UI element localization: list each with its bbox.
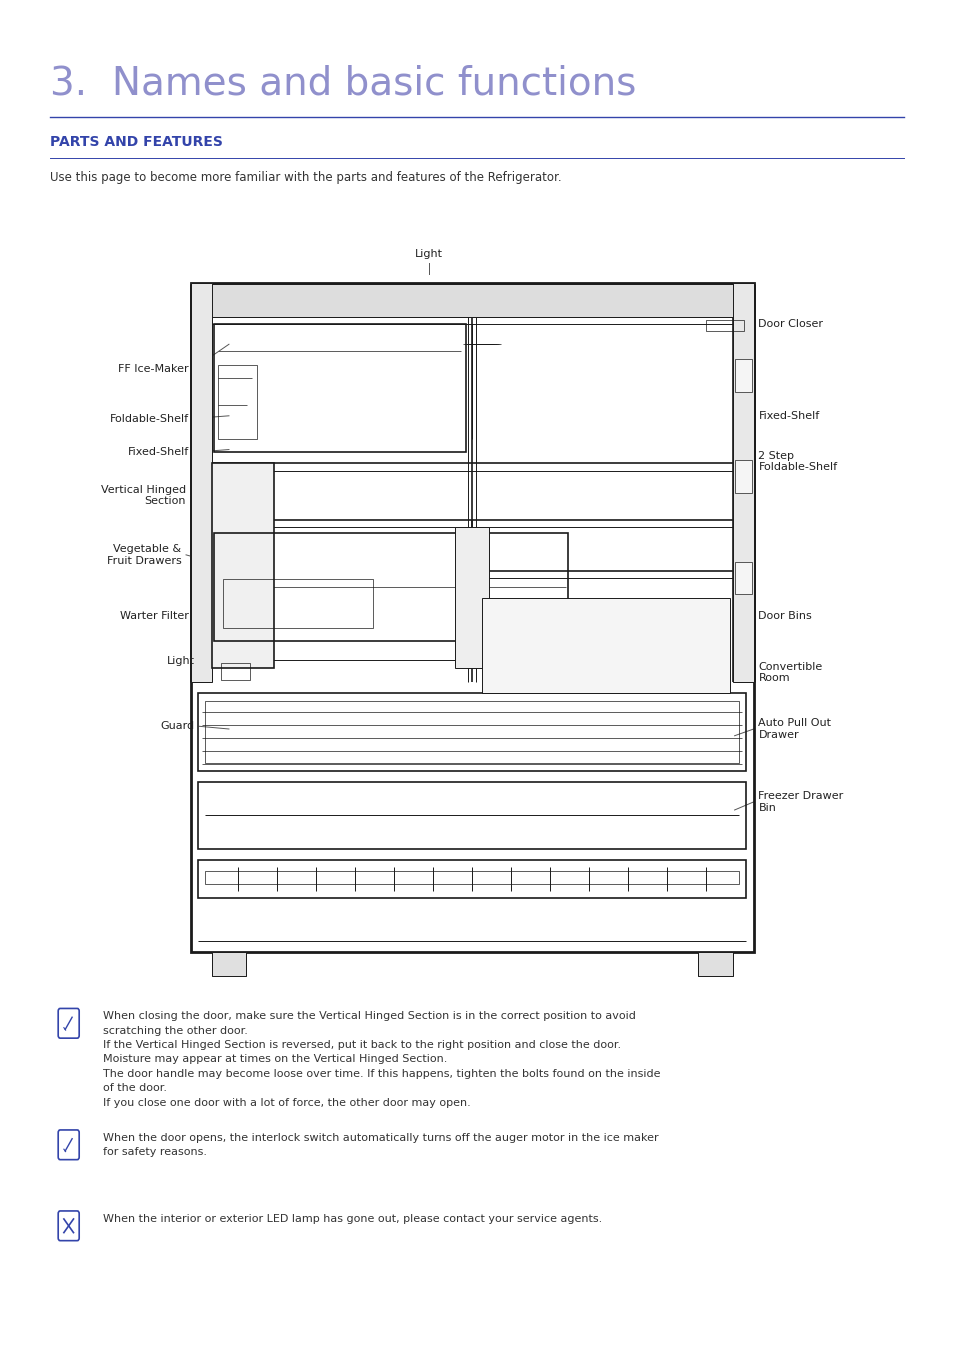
Text: PARTS AND FEATURES: PARTS AND FEATURES [50,135,222,148]
Text: 2 Step
Foldable-Shelf: 2 Step Foldable-Shelf [758,451,837,472]
Bar [198,693,745,771]
Bar [734,359,751,392]
Bar [205,701,739,763]
Text: Guard: Guard [160,721,194,732]
Text: When the interior or exterior LED lamp has gone out, please contact your service: When the interior or exterior LED lamp h… [103,1214,601,1223]
Text: Freezer Drawer
Bin: Freezer Drawer Bin [758,791,842,813]
Bar [213,533,567,641]
Bar [191,284,753,317]
Text: Vegetable &
Fruit Drawers: Vegetable & Fruit Drawers [107,544,181,566]
Text: Door Bins: Door Bins [758,610,811,621]
Bar [198,860,745,898]
Bar [734,562,751,594]
Text: Use this page to become more familiar with the parts and features of the Refrige: Use this page to become more familiar wi… [50,171,560,185]
Text: When closing the door, make sure the Vertical Hinged Section is in the correct p: When closing the door, make sure the Ver… [103,1011,659,1107]
Text: Fixed-Shelf: Fixed-Shelf [758,410,819,421]
Bar [455,526,489,668]
Bar [191,284,212,682]
Bar [705,320,743,331]
Text: Door Closer: Door Closer [758,319,822,329]
Bar [198,782,745,849]
Bar [212,952,246,976]
Bar [213,324,465,452]
Bar [221,663,250,680]
Text: Warter Filter: Warter Filter [120,610,189,621]
Bar [218,364,256,439]
Text: Foldable-Shelf: Foldable-Shelf [110,413,189,424]
Bar [223,579,373,628]
Bar [732,284,753,682]
Bar [698,952,732,976]
Bar [481,598,729,693]
Text: When the door opens, the interlock switch automatically turns off the auger moto: When the door opens, the interlock switc… [103,1133,658,1157]
Bar [191,284,753,952]
Text: Light: Light [167,656,194,667]
Text: Vertical Hinged
Section: Vertical Hinged Section [101,485,186,506]
Text: 3.  Names and basic functions: 3. Names and basic functions [50,65,636,103]
Text: Auto Pull Out
Drawer: Auto Pull Out Drawer [758,718,831,740]
Bar [205,871,739,884]
Bar [734,460,751,493]
Text: FF Ice-Maker: FF Ice-Maker [118,363,189,374]
Text: Convertible
Room: Convertible Room [758,662,821,683]
Text: Fixed-Shelf: Fixed-Shelf [128,447,189,458]
Bar [212,463,274,668]
Text: Light: Light [415,250,443,259]
